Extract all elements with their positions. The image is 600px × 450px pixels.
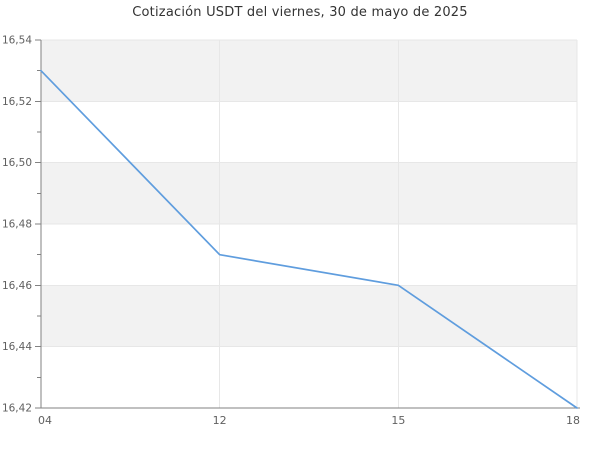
y-tick-label: 16,54 [2,35,32,47]
y-tick-label: 16,44 [2,341,32,353]
x-tick-label: 04 [38,414,52,427]
plot-band [41,162,577,224]
y-tick-label: 16,42 [2,403,32,415]
y-tick-label: 16,46 [2,280,32,292]
x-tick-label: 15 [391,414,405,427]
price-line [40,69,578,409]
chart-title: Cotización USDT del viernes, 30 de mayo … [132,5,468,20]
y-tick-label: 16,50 [2,157,32,169]
x-tick-label: 12 [213,414,227,427]
plot-band [41,40,577,102]
y-tick-label: 16,52 [2,96,32,108]
x-tick-label: 18 [566,414,580,427]
plot-band [41,285,577,347]
y-tick-label: 16,48 [2,219,32,231]
